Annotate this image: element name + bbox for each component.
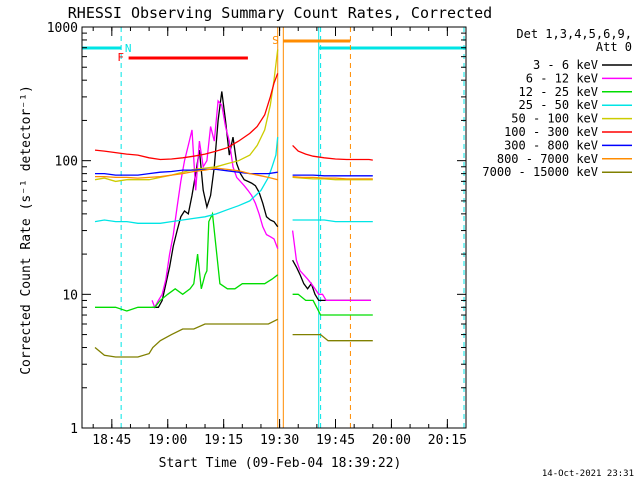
legend-label: 12 - 25 keV — [519, 85, 598, 99]
series-line-25-50keV — [94, 137, 279, 224]
series-line-7000-15000keV — [292, 333, 373, 342]
night-label: N — [125, 42, 132, 55]
saa-label: S — [272, 34, 279, 47]
legend-label: 6 - 12 keV — [526, 71, 598, 85]
series-line-3-6keV — [292, 259, 371, 302]
observing-bands: NF S — [82, 27, 466, 428]
series-line-800-7000keV — [292, 175, 373, 180]
legend-label: 800 - 7000 keV — [497, 152, 598, 166]
series-line-6-12keV — [151, 99, 279, 309]
series-line-800-7000keV — [95, 167, 278, 181]
legend-header: Att 0 — [596, 40, 632, 54]
x-tick-label: 20:00 — [372, 433, 411, 448]
y-tick-label: 10 — [62, 288, 78, 303]
legend-label: 300 - 800 keV — [504, 138, 598, 152]
chart-title: RHESSI Observing Summary Count Rates, Co… — [68, 4, 492, 22]
x-tick-label: 19:00 — [148, 433, 187, 448]
series-line-50-100keV — [94, 49, 279, 183]
x-tick-label: 19:30 — [260, 433, 299, 448]
legend-header: Det 1,3,4,5,6,9, — [516, 27, 632, 41]
legend-label: 25 - 50 keV — [519, 98, 598, 112]
x-tick-label: 19:15 — [204, 433, 243, 448]
series-line-100-300keV — [94, 73, 279, 161]
y-tick-label: 1 — [70, 422, 78, 437]
series-line-7000-15000keV — [94, 318, 278, 358]
legend-label: 50 - 100 keV — [511, 112, 598, 126]
series-line-50-100keV — [292, 176, 373, 181]
x-tick-label: 20:15 — [428, 433, 467, 448]
x-tick-label: 19:45 — [316, 433, 355, 448]
axes: 1 10 100 1000 18:45 19:00 19:15 19:30 19:45 20:00… — [47, 21, 467, 448]
y-tick-label: 100 — [55, 155, 78, 170]
series-line-12-25keV — [292, 293, 373, 316]
x-tick-label: 18:45 — [92, 433, 131, 448]
plot-frame — [81, 26, 467, 429]
series-line-100-300keV — [292, 144, 373, 161]
series-line-25-50keV — [292, 219, 373, 223]
y-axis-label: Corrected Count Rate (s⁻¹ detector⁻¹) — [19, 85, 34, 375]
series-line-6-12keV — [291, 230, 371, 302]
legend-label: 3 - 6 keV — [533, 58, 598, 72]
footer-date: 14-Oct-2021 23:31 — [542, 469, 634, 479]
x-axis-label: Start Time (09-Feb-04 18:39:22) — [159, 456, 402, 471]
y-tick-label: 1000 — [47, 21, 78, 36]
legend-label: 100 - 300 keV — [504, 125, 598, 139]
series-lines — [94, 49, 373, 358]
series-line-12-25keV — [95, 211, 279, 312]
legend-label: 7000 - 15000 keV — [482, 165, 598, 179]
flare-label: F — [117, 51, 124, 64]
series-line-300-800keV — [292, 174, 373, 177]
